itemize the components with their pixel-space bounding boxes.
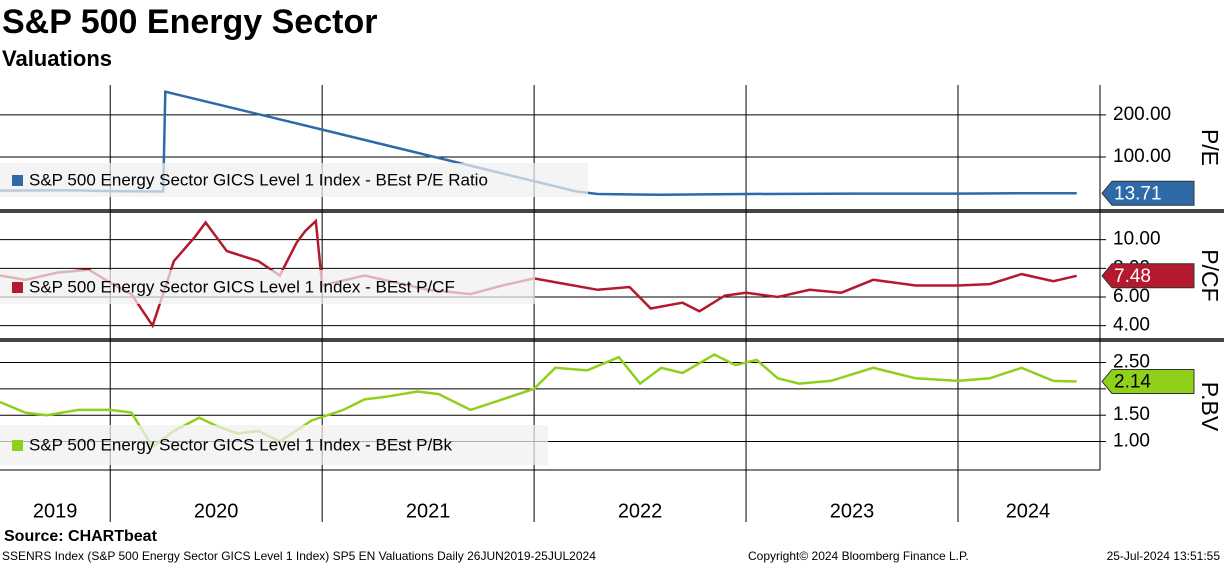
x-tick-label: 2020 (194, 500, 239, 522)
y-tick-label: 1.00 (1113, 431, 1150, 452)
footer-center: Copyright© 2024 Bloomberg Finance L.P. (748, 549, 969, 563)
legend-label: S&P 500 Energy Sector GICS Level 1 Index… (29, 435, 453, 454)
legend-box (0, 425, 548, 465)
y-axis-title: P/CF (1197, 249, 1223, 301)
x-tick-label: 2024 (1006, 500, 1051, 522)
y-tick-label: 1.50 (1113, 404, 1150, 425)
source: Source: CHARTbeat (4, 528, 158, 545)
y-tick-label: 4.00 (1113, 315, 1150, 336)
legend-box (0, 163, 588, 197)
legend-label: S&P 500 Energy Sector GICS Level 1 Index… (29, 170, 488, 189)
last-value-tag (1101, 368, 1195, 394)
x-tick-label: 2021 (406, 500, 451, 522)
y-tick-label: 10.00 (1113, 229, 1161, 250)
last-value-label: 7.48 (1114, 266, 1151, 287)
legend-swatch (12, 175, 23, 186)
legend: S&P 500 Energy Sector GICS Level 1 Index… (0, 163, 588, 197)
y-axis-title: P/E (1197, 129, 1223, 166)
x-tick-label: 2023 (830, 500, 875, 522)
legend-swatch (12, 282, 23, 293)
legend-swatch (12, 440, 23, 451)
last-value-label: 13.71 (1114, 183, 1162, 204)
legend: S&P 500 Energy Sector GICS Level 1 Index… (0, 270, 535, 304)
legend: S&P 500 Energy Sector GICS Level 1 Index… (0, 425, 548, 465)
x-tick-label: 2019 (33, 500, 78, 522)
last-value-tag (1101, 180, 1195, 206)
y-axis-title: P.BV (1197, 382, 1223, 432)
legend-label: S&P 500 Energy Sector GICS Level 1 Index… (29, 277, 455, 296)
y-tick-label: 100.00 (1113, 146, 1171, 167)
chart-subtitle: Valuations (2, 46, 112, 71)
x-tick-label: 2022 (618, 500, 663, 522)
y-tick-label: 6.00 (1113, 286, 1150, 307)
legend-box (0, 270, 535, 304)
last-value-label: 2.14 (1114, 371, 1151, 392)
footer-right: 25-Jul-2024 13:51:55 (1107, 549, 1221, 563)
footer-left: SSENRS Index (S&P 500 Energy Sector GICS… (2, 549, 596, 563)
last-value-tag (1101, 263, 1195, 289)
y-tick-label: 2.50 (1113, 352, 1150, 373)
chart-title: S&P 500 Energy Sector (2, 3, 377, 41)
y-tick-label: 200.00 (1113, 104, 1171, 125)
